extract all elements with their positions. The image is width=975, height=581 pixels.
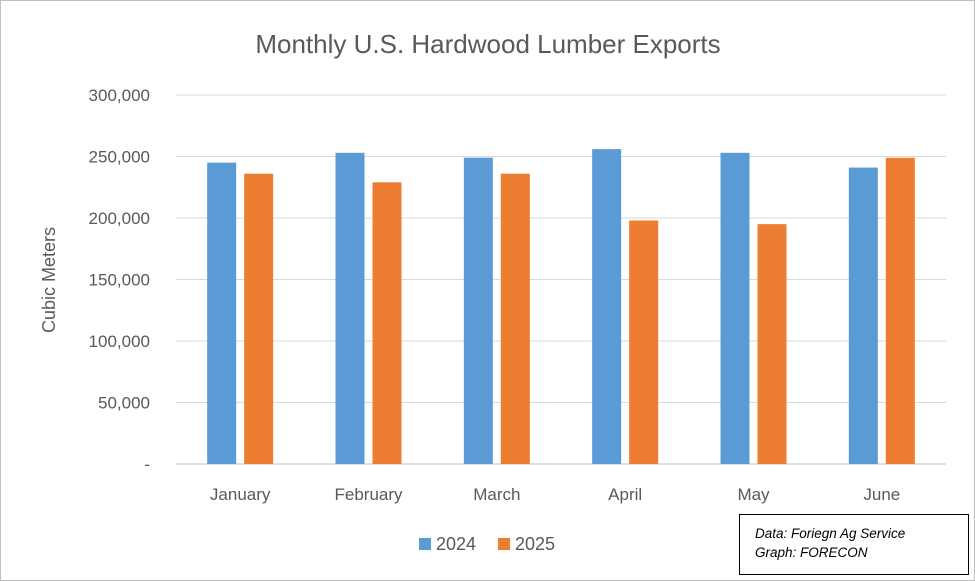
y-axis-ticks: - 50,000 100,000 150,000 200,000 250,000 300,0… (89, 86, 150, 474)
bar-2024-june (848, 167, 878, 464)
x-tick-label: April (608, 485, 642, 504)
y-axis-label: Cubic Meters (39, 227, 59, 333)
bar-2025-may (757, 224, 787, 464)
x-tick-label: June (863, 485, 900, 504)
bar-2025-june (885, 157, 915, 465)
source-note: Data: Foriegn Ag Service Graph: FORECON (739, 514, 969, 575)
legend-swatch-2025 (498, 538, 510, 550)
x-tick-label: February (334, 485, 403, 504)
gridlines (176, 94, 946, 465)
x-axis-ticks: January February March April May June (210, 485, 900, 504)
bar-2025-january (244, 173, 274, 464)
bar-2024-may (720, 152, 750, 464)
bar-2025-march (500, 173, 530, 464)
legend-swatch-2024 (419, 538, 431, 550)
bar-2025-february (372, 182, 402, 464)
bar-2025-april (629, 220, 659, 464)
y-tick-label: 200,000 (89, 209, 150, 228)
legend-label-2024: 2024 (436, 534, 476, 554)
chart-title: Monthly U.S. Hardwood Lumber Exports (255, 29, 720, 59)
y-tick-label: 100,000 (89, 332, 150, 351)
y-tick-label: 150,000 (89, 271, 150, 290)
bars (207, 149, 915, 465)
x-tick-label: March (473, 485, 520, 504)
source-note-data: Data: Foriegn Ag Service (755, 526, 906, 541)
bar-2024-march (463, 157, 493, 465)
bar-2024-april (592, 149, 622, 464)
x-tick-label: January (210, 485, 271, 504)
y-tick-label: 300,000 (89, 86, 150, 105)
bar-2024-february (335, 152, 365, 464)
legend: 2024 2025 (419, 534, 555, 554)
source-note-graph: Graph: FORECON (755, 545, 868, 560)
x-tick-label: May (737, 485, 770, 504)
y-tick-label: - (144, 455, 150, 474)
y-tick-label: 250,000 (89, 148, 150, 167)
legend-label-2025: 2025 (515, 534, 555, 554)
y-tick-label: 50,000 (98, 394, 150, 413)
bar-2024-january (207, 162, 237, 464)
